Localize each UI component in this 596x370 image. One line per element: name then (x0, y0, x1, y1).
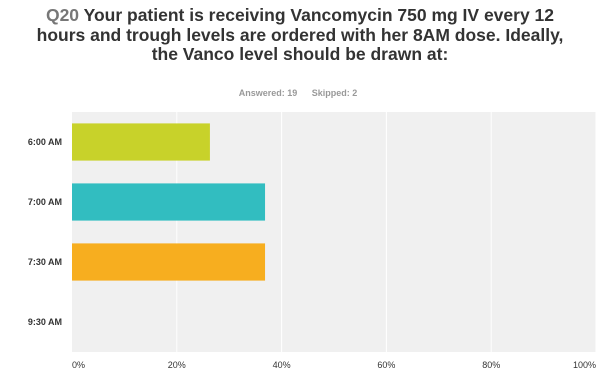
x-tick-label: 60% (377, 360, 395, 370)
answered-count: Answered: 19 (238, 88, 298, 98)
skipped-count: Skipped: 2 (311, 88, 358, 98)
response-stats: Answered: 19 Skipped: 2 (0, 88, 596, 98)
x-tick-label: 100% (573, 360, 596, 370)
question-number: Q20 (45, 5, 80, 25)
category-label: 9:30 AM (28, 317, 62, 327)
category-label: 6:00 AM (28, 137, 62, 147)
question-text: Your patient is receiving Vancomycin 750… (36, 5, 564, 64)
x-tick-label: 0% (72, 360, 85, 370)
bar (72, 183, 266, 221)
x-tick-label: 20% (168, 360, 186, 370)
category-label: 7:00 AM (28, 197, 62, 207)
category-label: 7:30 AM (28, 257, 62, 267)
bar (72, 123, 210, 161)
x-tick-label: 80% (482, 360, 500, 370)
x-tick-label: 40% (273, 360, 291, 370)
question-title: Q20 Your patient is receiving Vancomycin… (30, 5, 570, 65)
bar (72, 243, 266, 281)
